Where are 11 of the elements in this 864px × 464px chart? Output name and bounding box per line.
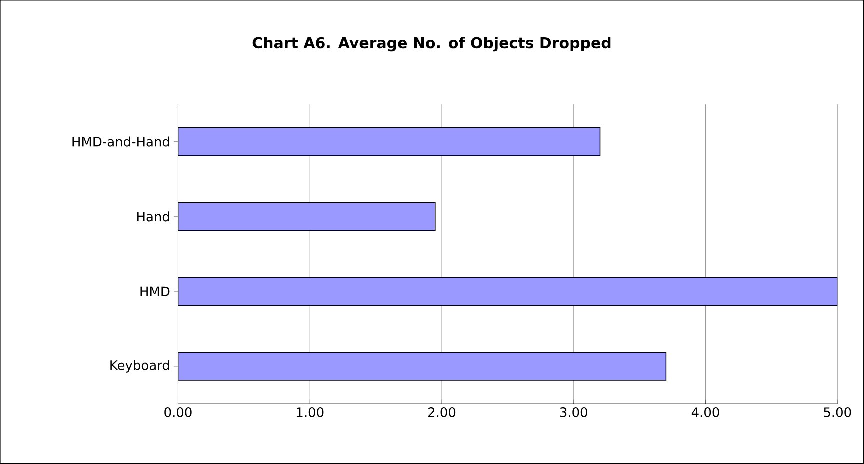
chart-title: Chart A6. Average No. of Objects Dropped	[252, 36, 611, 52]
x-tick-label: 4.00	[692, 407, 720, 418]
y-tick-label: Keyboard	[110, 360, 170, 373]
x-tick-label: 2.00	[428, 407, 456, 418]
y-tick-label: HMD-and-Hand	[72, 136, 170, 147]
x-tick-label: 0.00	[164, 407, 192, 418]
x-tick-label: 3.00	[560, 407, 588, 418]
y-tick-label: HMD	[140, 286, 170, 296]
x-tick-label: 5.00	[824, 407, 852, 418]
x-tick-label: 1.00	[297, 407, 324, 418]
y-tick-label: Hand	[138, 211, 170, 222]
